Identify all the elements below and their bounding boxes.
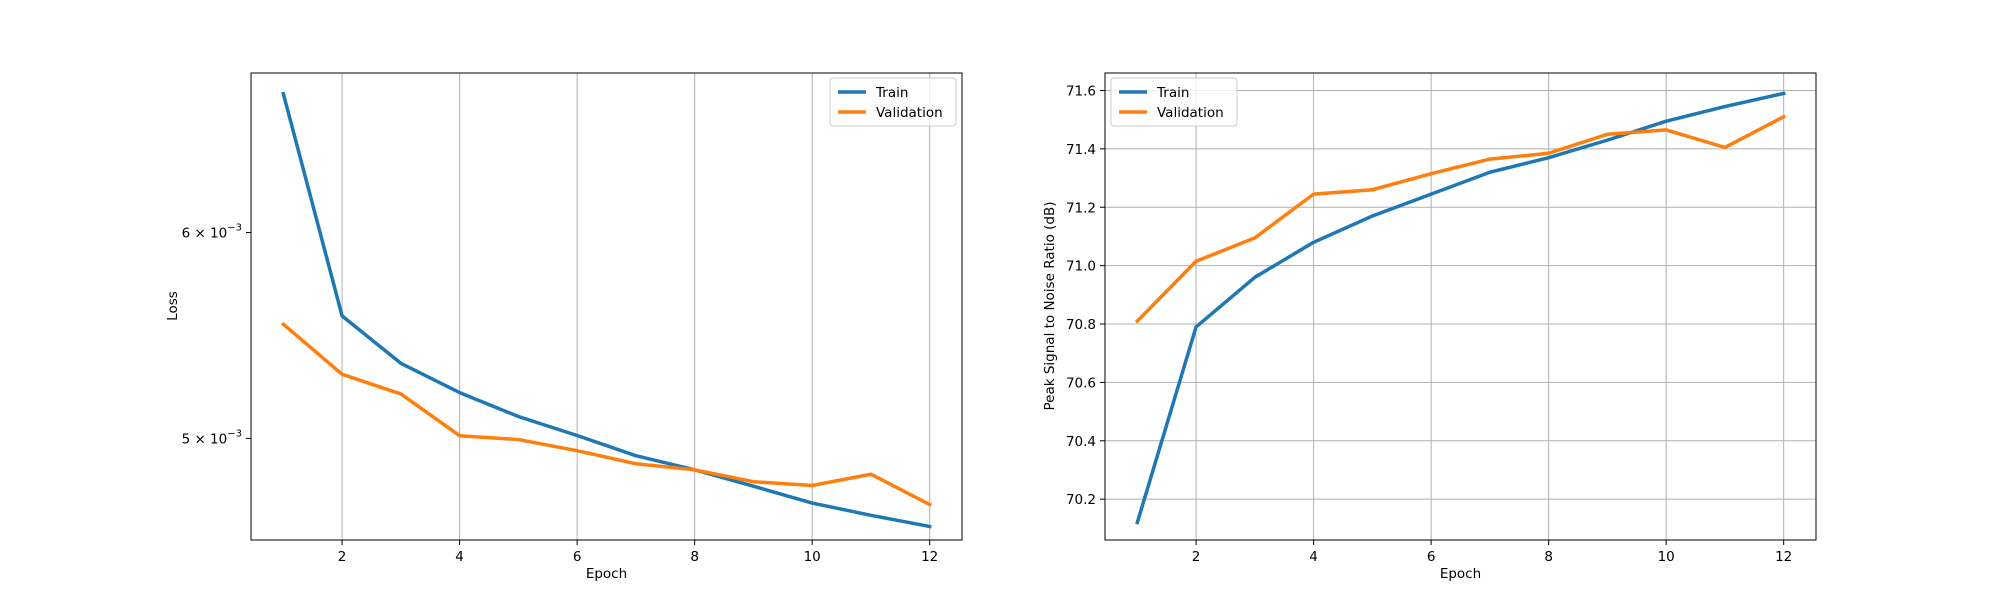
loss-x-ticks: 2 4 6 8 10 12 [338, 540, 938, 565]
loss-y-tick-base: 6 × 10 [182, 225, 228, 241]
loss-grid [341, 73, 931, 540]
loss-y-tick-exponent: −3 [227, 428, 242, 439]
loss-y-ticks: 6 × 10−35 × 10−3 [182, 222, 251, 447]
loss-x-tick-label: 4 [455, 549, 464, 565]
loss-series-line-validation [280, 321, 933, 507]
psnr-y-tick-label: 70.4 [1066, 434, 1096, 450]
loss-plot-frame [250, 72, 963, 541]
loss-series-group [280, 91, 933, 529]
loss-legend-box [829, 77, 957, 127]
psnr-y-ticks: 70.2 70.4 70.6 70.8 71.0 71.2 71.4 71.6 [1066, 84, 1105, 508]
loss-y-tick-base: 5 × 10 [182, 431, 228, 447]
loss-x-tick-label: 12 [921, 549, 938, 565]
psnr-x-axis-label: Epoch [1440, 566, 1481, 582]
loss-x-axis-label: Epoch [586, 566, 627, 582]
psnr-y-tick-label: 71.4 [1066, 142, 1096, 158]
psnr-x-tick-label: 4 [1309, 549, 1318, 565]
loss-legend-label-train: Train [875, 85, 908, 101]
psnr-legend: Train Validation [1110, 77, 1238, 127]
psnr-x-tick-label: 12 [1775, 549, 1792, 565]
psnr-x-tick-label: 10 [1658, 549, 1675, 565]
psnr-legend-label-train: Train [1156, 85, 1189, 101]
loss-panel: 2 4 6 8 10 12 6 × 10−35 × 10−3 Epoch Loss Tra… [165, 72, 963, 582]
loss-legend: Train Validation [829, 77, 957, 127]
psnr-panel: 2 4 6 8 10 12 70.2 70.4 70.6 70.8 71.0 71.2 71.4 71.… [1042, 72, 1817, 582]
psnr-grid [1105, 73, 1816, 540]
psnr-y-tick-label: 71.6 [1066, 84, 1096, 100]
loss-series-line-train [281, 91, 932, 529]
loss-y-tick-exponent: −3 [227, 222, 242, 233]
psnr-legend-label-validation: Validation [1157, 105, 1224, 121]
psnr-plot-frame [1104, 72, 1817, 541]
loss-y-tick-label: 5 × 10−3 [182, 428, 242, 447]
loss-legend-label-validation: Validation [876, 105, 943, 121]
loss-y-tick-label: 6 × 10−3 [182, 222, 242, 241]
psnr-x-tick-label: 6 [1427, 549, 1436, 565]
psnr-y-tick-label: 71.0 [1066, 259, 1096, 275]
psnr-legend-box [1110, 77, 1238, 127]
loss-y-axis-label: Loss [165, 291, 181, 321]
psnr-series-line-validation [1134, 114, 1787, 324]
psnr-y-tick-label: 71.2 [1066, 200, 1096, 216]
psnr-x-tick-label: 2 [1192, 549, 1201, 565]
psnr-series-line-train [1135, 91, 1786, 525]
psnr-y-tick-label: 70.2 [1066, 492, 1096, 508]
loss-x-tick-label: 8 [690, 549, 699, 565]
psnr-y-axis-label: Peak Signal to Noise Ratio (dB) [1042, 201, 1058, 410]
psnr-y-tick-label: 70.8 [1066, 317, 1096, 333]
loss-x-tick-label: 2 [338, 549, 347, 565]
psnr-x-tick-label: 8 [1544, 549, 1553, 565]
psnr-y-tick-label: 70.6 [1066, 375, 1096, 391]
psnr-x-ticks: 2 4 6 8 10 12 [1192, 540, 1792, 565]
loss-x-tick-label: 10 [804, 549, 821, 565]
loss-x-tick-label: 6 [573, 549, 582, 565]
psnr-series-group [1134, 91, 1787, 525]
